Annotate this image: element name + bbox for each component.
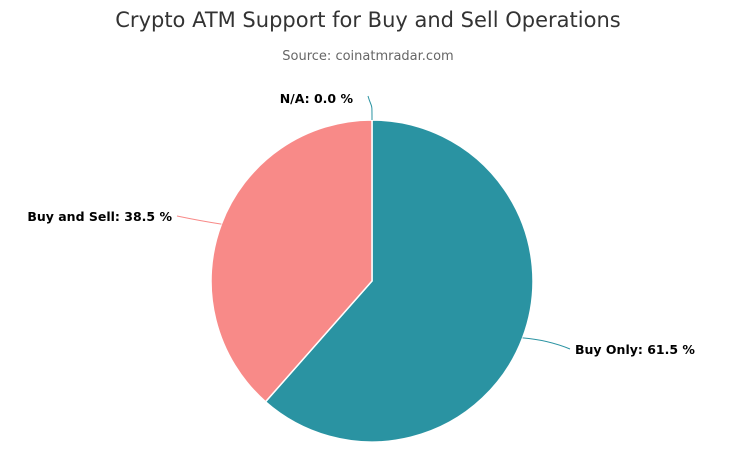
- pie-slice-buy-only: [264, 119, 534, 443]
- pie-slices: [210, 119, 534, 443]
- chart-title: Crypto ATM Support for Buy and Sell Oper…: [115, 8, 620, 32]
- data-label-n-a: N/A: 0.0 %: [280, 91, 354, 106]
- chart-subtitle: Source: coinatmradar.com: [282, 49, 453, 64]
- slice-labels: Buy Only: 61.5 % Buy and Sell: 38.5 % N/A:…: [27, 91, 695, 357]
- label-connectors: [176, 95, 571, 350]
- label-connector-buy-only: [522, 337, 571, 350]
- label-connector-buy-and-sell: [176, 215, 222, 225]
- pie-slice-buy-and-sell: [210, 119, 373, 403]
- data-label-buy-and-sell: Buy and Sell: 38.5 %: [27, 209, 172, 224]
- data-label-buy-only: Buy Only: 61.5 %: [575, 342, 695, 357]
- label-connector-n-a: [367, 95, 373, 121]
